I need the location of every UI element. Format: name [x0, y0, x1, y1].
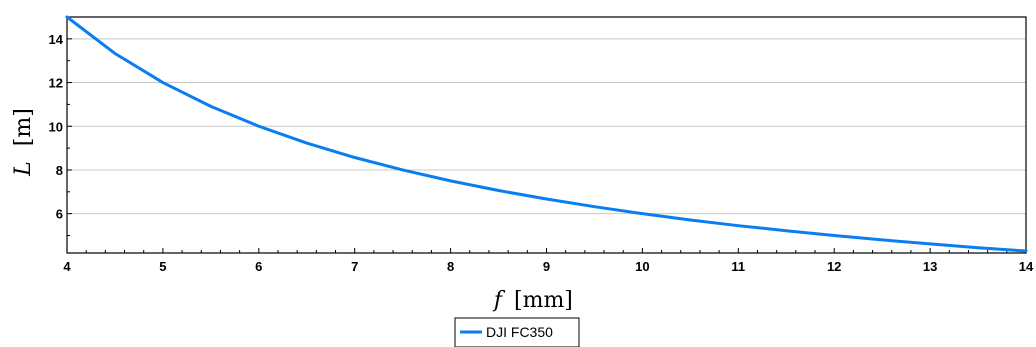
x-tick-label: 13 [923, 259, 937, 274]
plot-frame [66, 16, 1027, 254]
x-tick-label: 5 [159, 259, 166, 274]
x-tick-label: 9 [543, 259, 550, 274]
y-tick-label: 12 [49, 76, 63, 91]
x-axis-unit: [mm] [514, 288, 573, 313]
svg-text:L [m]: L [m] [11, 108, 36, 177]
x-tick-label: 10 [635, 259, 649, 274]
x-tick-label: 6 [255, 259, 262, 274]
y-tick-label: 6 [56, 207, 63, 222]
axis-ticks: 6 8 10 12 14 4 5 6 7 8 9 10 11 12 13 14 [49, 16, 1034, 274]
x-tick-label: 8 [447, 259, 454, 274]
y-axis-unit: [m] [11, 108, 36, 146]
legend-box [454, 317, 580, 347]
y-tick-label: 14 [49, 32, 64, 47]
x-tick-label: 7 [351, 259, 358, 274]
x-tick-label: 4 [63, 259, 71, 274]
grid-lines [67, 38, 1026, 215]
x-axis-label: f [mm] [492, 288, 573, 313]
x-axis-variable: f [492, 288, 506, 313]
legend: DJI FC350 [454, 317, 580, 347]
legend-entry-label: DJI FC350 [486, 324, 553, 340]
series-layer [65, 15, 1028, 253]
x-tick-label: 14 [1019, 259, 1034, 274]
series-line-0 [65, 15, 1028, 253]
y-axis-label: L [m] [11, 108, 36, 177]
y-tick-label: 8 [56, 163, 63, 178]
y-tick-label: 10 [49, 119, 63, 134]
x-tick-label: 11 [731, 259, 745, 274]
y-axis-variable: L [11, 161, 36, 177]
x-tick-label: 12 [827, 259, 841, 274]
